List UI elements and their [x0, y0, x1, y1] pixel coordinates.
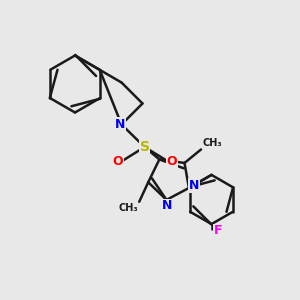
Text: CH₃: CH₃	[202, 138, 222, 148]
Text: CH₃: CH₃	[118, 203, 138, 213]
Text: O: O	[166, 155, 177, 169]
Text: O: O	[112, 155, 123, 169]
Text: F: F	[214, 224, 222, 237]
Text: N: N	[188, 179, 199, 192]
Text: S: S	[140, 140, 150, 154]
Text: N: N	[115, 118, 125, 131]
Text: N: N	[162, 200, 172, 212]
